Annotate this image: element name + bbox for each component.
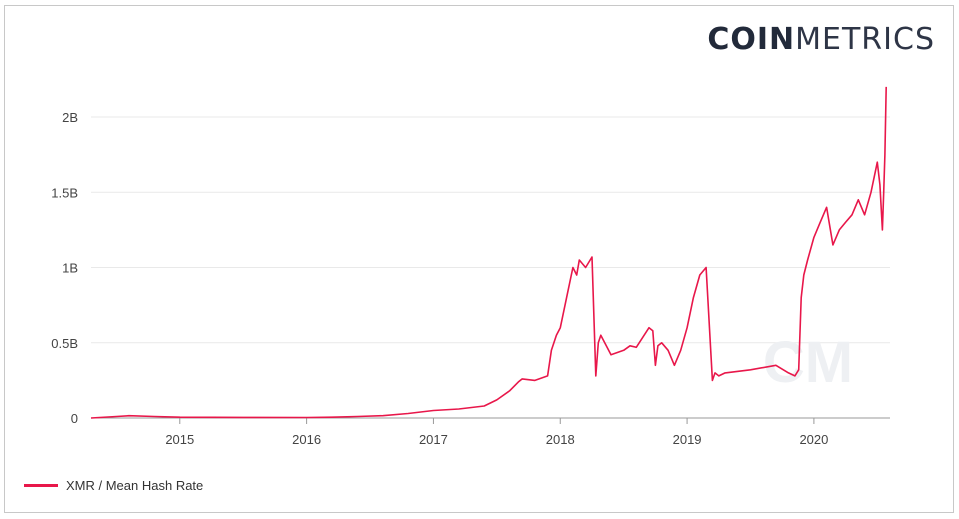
y-tick-label: 1B [62,261,78,276]
legend[interactable]: XMR / Mean Hash Rate [24,478,203,493]
logo-part-light: METRICS [795,22,935,57]
x-tick-label: 2020 [799,432,828,447]
watermark: CM [763,330,853,395]
x-tick-label: 2017 [419,432,448,447]
y-tick-label: 2B [62,110,78,125]
x-tick-label: 2019 [673,432,702,447]
y-tick-label: 0.5B [51,336,78,351]
x-axis: 2015 2016 2017 2018 2019 2020 [165,418,828,447]
y-axis: 0 0.5B 1B 1.5B 2B [51,110,78,426]
grid-lines [91,116,890,419]
x-tick-label: 2016 [292,432,321,447]
series-group [90,86,887,419]
logo-part-bold: COIN [707,22,796,57]
legend-swatch [24,484,58,487]
y-tick-label: 0 [71,411,78,426]
x-tick-label: 2015 [165,432,194,447]
coinmetrics-logo: COINMETRICS [707,22,935,57]
chart-frame [4,5,954,513]
x-tick-label: 2018 [546,432,575,447]
series-line[interactable] [90,86,887,419]
y-tick-label: 1.5B [51,185,78,200]
legend-label: XMR / Mean Hash Rate [66,478,204,493]
